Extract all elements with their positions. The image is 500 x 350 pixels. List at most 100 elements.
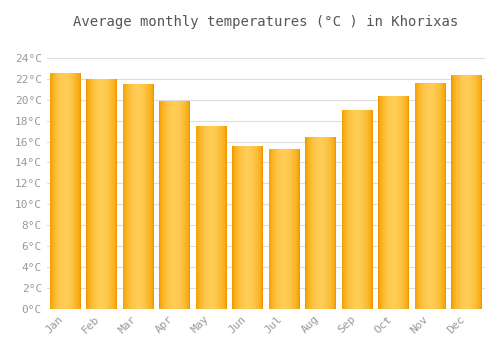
Bar <box>187 101 188 309</box>
Bar <box>213 126 214 309</box>
Bar <box>426 83 427 309</box>
Bar <box>142 84 143 309</box>
Bar <box>196 126 197 309</box>
Bar <box>325 138 326 309</box>
Bar <box>276 149 277 309</box>
Bar <box>249 146 250 309</box>
Bar <box>50 73 51 309</box>
Bar <box>360 110 361 309</box>
Bar <box>166 101 167 309</box>
Bar <box>349 110 350 309</box>
Bar <box>269 149 270 309</box>
Bar <box>438 83 439 309</box>
Bar <box>306 138 308 309</box>
Bar <box>86 79 87 309</box>
Bar <box>164 101 165 309</box>
Bar <box>408 96 409 309</box>
Bar <box>371 110 372 309</box>
Bar <box>233 146 234 309</box>
Bar <box>441 83 442 309</box>
Bar <box>159 101 160 309</box>
Bar <box>181 101 182 309</box>
Bar <box>386 96 387 309</box>
Bar <box>286 149 287 309</box>
Bar <box>274 149 275 309</box>
Bar <box>93 79 94 309</box>
Bar <box>73 73 74 309</box>
Bar <box>323 138 324 309</box>
Bar <box>326 138 327 309</box>
Bar <box>314 138 315 309</box>
Bar <box>140 84 141 309</box>
Bar <box>201 126 202 309</box>
Bar <box>223 126 224 309</box>
Bar <box>332 138 333 309</box>
Bar <box>183 101 184 309</box>
Bar <box>90 79 91 309</box>
Bar <box>273 149 274 309</box>
Bar <box>134 84 135 309</box>
Bar <box>470 75 471 309</box>
Title: Average monthly temperatures (°C ) in Khorixas: Average monthly temperatures (°C ) in Kh… <box>74 15 458 29</box>
Bar <box>383 96 384 309</box>
Bar <box>133 84 134 309</box>
Bar <box>422 83 423 309</box>
Bar <box>291 149 292 309</box>
Bar <box>53 73 54 309</box>
Bar <box>61 73 62 309</box>
Bar <box>399 96 400 309</box>
Bar <box>171 101 172 309</box>
Bar <box>319 138 320 309</box>
Bar <box>293 149 294 309</box>
Bar <box>322 138 323 309</box>
Bar <box>99 79 100 309</box>
Bar <box>232 146 233 309</box>
Bar <box>86 79 87 309</box>
Bar <box>312 138 313 309</box>
Bar <box>270 149 271 309</box>
Bar <box>372 110 373 309</box>
Bar <box>77 73 78 309</box>
Bar <box>107 79 108 309</box>
Bar <box>378 96 379 309</box>
Bar <box>179 101 180 309</box>
Bar <box>94 79 95 309</box>
Bar <box>167 101 168 309</box>
Bar <box>475 75 476 309</box>
Bar <box>242 146 243 309</box>
Bar <box>478 75 479 309</box>
Bar <box>71 73 72 309</box>
Bar <box>151 84 152 309</box>
Bar <box>407 96 408 309</box>
Bar <box>294 149 295 309</box>
Bar <box>138 84 139 309</box>
Bar <box>175 101 176 309</box>
Bar <box>277 149 278 309</box>
Bar <box>258 146 259 309</box>
Bar <box>105 79 106 309</box>
Bar <box>283 149 284 309</box>
Bar <box>253 146 254 309</box>
Bar <box>124 84 125 309</box>
Bar <box>76 73 77 309</box>
Bar <box>224 126 225 309</box>
Bar <box>243 146 244 309</box>
Bar <box>185 101 186 309</box>
Bar <box>89 79 90 309</box>
Bar <box>396 96 397 309</box>
Bar <box>320 138 322 309</box>
Bar <box>359 110 360 309</box>
Bar <box>424 83 425 309</box>
Bar <box>221 126 222 309</box>
Bar <box>298 149 299 309</box>
Bar <box>390 96 391 309</box>
Bar <box>240 146 241 309</box>
Bar <box>128 84 129 309</box>
Bar <box>350 110 351 309</box>
Bar <box>217 126 218 309</box>
Bar <box>477 75 478 309</box>
Bar <box>256 146 257 309</box>
Bar <box>245 146 246 309</box>
Bar <box>403 96 404 309</box>
Bar <box>189 101 190 309</box>
